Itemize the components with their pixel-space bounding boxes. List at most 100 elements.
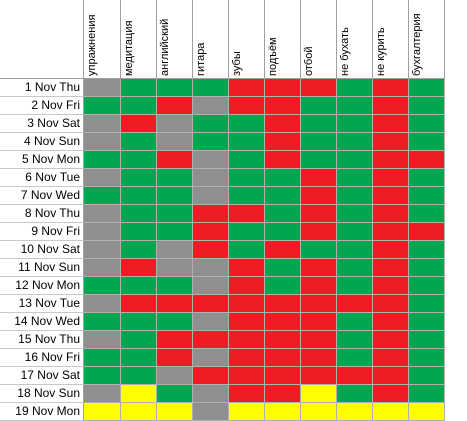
habit-cell[interactable] (409, 403, 445, 421)
habit-cell[interactable] (337, 151, 373, 169)
habit-cell[interactable] (157, 295, 193, 313)
habit-cell[interactable] (265, 223, 301, 241)
habit-cell[interactable] (157, 97, 193, 115)
habit-cell[interactable] (157, 349, 193, 367)
header-corner-cell[interactable] (0, 0, 84, 79)
habit-cell[interactable] (121, 133, 157, 151)
habit-cell[interactable] (337, 115, 373, 133)
row-date-label[interactable]: 11 Nov Sun (0, 259, 84, 277)
habit-cell[interactable] (121, 403, 157, 421)
habit-cell[interactable] (373, 97, 409, 115)
habit-cell[interactable] (229, 241, 265, 259)
habit-cell[interactable] (229, 277, 265, 295)
row-date-label[interactable]: 5 Nov Mon (0, 151, 84, 169)
habit-cell[interactable] (84, 151, 121, 169)
habit-cell[interactable] (301, 205, 337, 223)
habit-cell[interactable] (337, 133, 373, 151)
habit-cell[interactable] (84, 187, 121, 205)
habit-cell[interactable] (193, 241, 229, 259)
habit-cell[interactable] (373, 187, 409, 205)
column-header-4[interactable]: гитара (193, 0, 229, 79)
habit-cell[interactable] (229, 79, 265, 97)
habit-cell[interactable] (84, 79, 121, 97)
habit-cell[interactable] (193, 205, 229, 223)
habit-cell[interactable] (229, 187, 265, 205)
habit-cell[interactable] (157, 313, 193, 331)
row-date-label[interactable]: 3 Nov Sat (0, 115, 84, 133)
habit-cell[interactable] (193, 187, 229, 205)
habit-cell[interactable] (193, 133, 229, 151)
habit-cell[interactable] (229, 97, 265, 115)
habit-cell[interactable] (373, 241, 409, 259)
habit-cell[interactable] (157, 367, 193, 385)
habit-cell[interactable] (265, 169, 301, 187)
habit-cell[interactable] (265, 151, 301, 169)
habit-cell[interactable] (373, 115, 409, 133)
habit-cell[interactable] (121, 169, 157, 187)
habit-cell[interactable] (229, 115, 265, 133)
row-date-label[interactable]: 9 Nov Fri (0, 223, 84, 241)
habit-cell[interactable] (265, 403, 301, 421)
row-date-label[interactable]: 12 Nov Mon (0, 277, 84, 295)
column-header-9[interactable]: не курить (373, 0, 409, 79)
row-date-label[interactable]: 13 Nov Tue (0, 295, 84, 313)
habit-cell[interactable] (301, 403, 337, 421)
habit-cell[interactable] (373, 403, 409, 421)
habit-cell[interactable] (337, 223, 373, 241)
habit-cell[interactable] (409, 385, 445, 403)
habit-cell[interactable] (84, 367, 121, 385)
habit-cell[interactable] (337, 97, 373, 115)
habit-cell[interactable] (193, 385, 229, 403)
habit-cell[interactable] (409, 331, 445, 349)
habit-cell[interactable] (157, 151, 193, 169)
habit-cell[interactable] (373, 223, 409, 241)
habit-cell[interactable] (121, 187, 157, 205)
habit-cell[interactable] (409, 133, 445, 151)
habit-cell[interactable] (301, 223, 337, 241)
habit-cell[interactable] (193, 259, 229, 277)
habit-cell[interactable] (409, 313, 445, 331)
habit-cell[interactable] (157, 169, 193, 187)
habit-cell[interactable] (373, 295, 409, 313)
habit-cell[interactable] (84, 331, 121, 349)
habit-cell[interactable] (229, 169, 265, 187)
habit-cell[interactable] (193, 223, 229, 241)
habit-cell[interactable] (193, 169, 229, 187)
habit-cell[interactable] (121, 205, 157, 223)
habit-cell[interactable] (157, 223, 193, 241)
habit-cell[interactable] (301, 295, 337, 313)
habit-cell[interactable] (121, 349, 157, 367)
habit-cell[interactable] (301, 241, 337, 259)
habit-cell[interactable] (373, 331, 409, 349)
column-header-8[interactable]: не бухать (337, 0, 373, 79)
habit-cell[interactable] (409, 97, 445, 115)
habit-cell[interactable] (409, 205, 445, 223)
habit-cell[interactable] (121, 313, 157, 331)
habit-cell[interactable] (409, 241, 445, 259)
habit-cell[interactable] (373, 151, 409, 169)
habit-cell[interactable] (157, 385, 193, 403)
row-date-label[interactable]: 2 Nov Fri (0, 97, 84, 115)
row-date-label[interactable]: 10 Nov Sat (0, 241, 84, 259)
row-date-label[interactable]: 14 Nov Wed (0, 313, 84, 331)
habit-cell[interactable] (84, 313, 121, 331)
habit-cell[interactable] (193, 349, 229, 367)
habit-cell[interactable] (84, 169, 121, 187)
habit-cell[interactable] (265, 331, 301, 349)
habit-cell[interactable] (301, 367, 337, 385)
habit-cell[interactable] (337, 187, 373, 205)
row-date-label[interactable]: 7 Nov Wed (0, 187, 84, 205)
habit-cell[interactable] (229, 331, 265, 349)
habit-cell[interactable] (373, 385, 409, 403)
habit-cell[interactable] (301, 151, 337, 169)
habit-cell[interactable] (337, 295, 373, 313)
habit-cell[interactable] (337, 79, 373, 97)
habit-cell[interactable] (157, 115, 193, 133)
habit-cell[interactable] (301, 385, 337, 403)
habit-cell[interactable] (229, 133, 265, 151)
habit-cell[interactable] (229, 313, 265, 331)
habit-cell[interactable] (84, 259, 121, 277)
habit-cell[interactable] (84, 241, 121, 259)
habit-cell[interactable] (373, 133, 409, 151)
habit-cell[interactable] (84, 223, 121, 241)
